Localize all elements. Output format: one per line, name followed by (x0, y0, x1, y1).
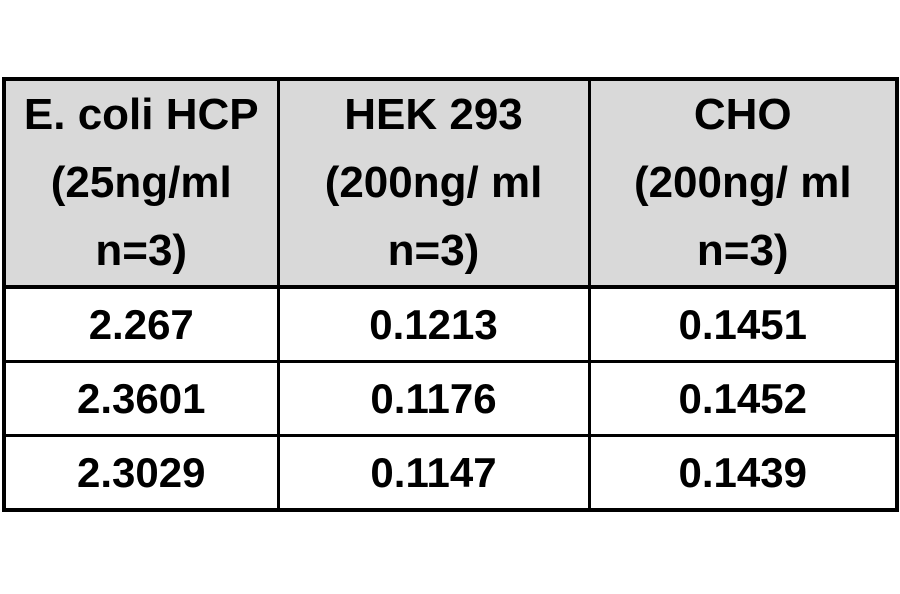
header-line: (25ng/ml (50, 158, 232, 207)
table-cell-cho-1: 0.1451 (587, 285, 899, 363)
header-line: HEK 293 (344, 90, 523, 139)
table-cell-cho-2: 0.1452 (587, 360, 899, 437)
header-line: n=3) (95, 226, 188, 275)
table-cell-hek-2: 0.1176 (276, 360, 591, 437)
table-row: 2.267 0.1213 0.1451 (2, 285, 899, 363)
header-cell-cho: CHO (200ng/ ml n=3) (587, 79, 899, 289)
header-row: E. coli HCP (25ng/ml n=3) HEK 293 (200ng… (2, 79, 899, 289)
table-cell-hek-3: 0.1147 (276, 434, 591, 512)
header-line: n=3) (696, 226, 789, 275)
table-row: 2.3029 0.1147 0.1439 (2, 434, 899, 512)
table-cell-hek-1: 0.1213 (276, 285, 591, 363)
header-line: n=3) (387, 226, 480, 275)
table-cell-ecoli-3: 2.3029 (2, 434, 280, 512)
header-line: (200ng/ ml (324, 158, 543, 207)
header-line: E. coli HCP (23, 90, 259, 139)
header-cell-ecoli-hcp: E. coli HCP (25ng/ml n=3) (2, 79, 280, 289)
header-line: (200ng/ ml (633, 158, 852, 207)
hcp-od-table: E. coli HCP (25ng/ml n=3) HEK 293 (200ng… (2, 77, 899, 512)
table-cell-ecoli-1: 2.267 (2, 285, 280, 363)
table-cell-cho-3: 0.1439 (587, 434, 899, 512)
table-cell-ecoli-2: 2.3601 (2, 360, 280, 437)
header-cell-hek293: HEK 293 (200ng/ ml n=3) (276, 79, 591, 289)
header-line: CHO (693, 90, 792, 139)
table-row: 2.3601 0.1176 0.1452 (2, 360, 899, 437)
